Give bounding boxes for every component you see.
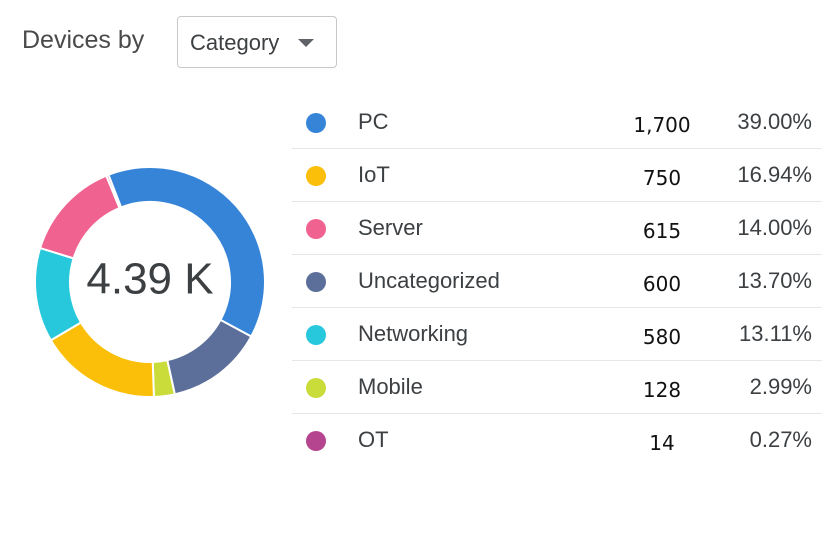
legend: PC 1,700 39.00% IoT 750 16.94% Server 615 14.00%… [292, 96, 822, 467]
legend-percent: 13.11% [739, 321, 812, 346]
legend-count: 14 [649, 431, 675, 455]
legend-swatch [306, 325, 326, 345]
donut-chart: 4.39 K [34, 166, 266, 398]
legend-label: Server [358, 215, 423, 240]
legend-label: OT [358, 427, 389, 452]
donut-slice-iot[interactable] [49, 321, 155, 398]
legend-label: Uncategorized [358, 268, 500, 293]
legend-count: 580 [642, 325, 682, 349]
legend-percent: 39.00% [737, 109, 812, 134]
legend-percent: 13.70% [737, 268, 812, 293]
legend-label: IoT [358, 162, 390, 187]
header-title: Devices by [22, 26, 145, 54]
legend-percent: 16.94% [737, 162, 812, 187]
legend-row-pc[interactable]: PC 1,700 39.00% [292, 96, 822, 149]
legend-swatch [306, 431, 326, 451]
legend-row-networking[interactable]: Networking 580 13.11% [292, 308, 822, 361]
legend-count: 750 [642, 166, 682, 190]
legend-row-ot[interactable]: OT 14 0.27% [292, 414, 822, 467]
legend-count: 128 [642, 378, 682, 402]
legend-percent: 14.00% [737, 215, 812, 240]
chevron-down-icon [298, 39, 314, 47]
donut-slice-ot[interactable] [104, 173, 123, 210]
donut-slice-uncategorized[interactable] [166, 318, 253, 396]
legend-row-mobile[interactable]: Mobile 128 2.99% [292, 361, 822, 414]
donut-slice-networking[interactable] [34, 246, 83, 342]
legend-label: PC [358, 109, 389, 134]
donut-slice-pc[interactable] [107, 166, 266, 338]
dropdown-label: Category [190, 30, 280, 55]
legend-row-iot[interactable]: IoT 750 16.94% [292, 149, 822, 202]
legend-swatch [306, 166, 326, 186]
legend-swatch [306, 378, 326, 398]
donut-slice-server[interactable] [38, 174, 121, 260]
legend-swatch [306, 113, 326, 133]
legend-label: Networking [358, 321, 469, 346]
legend-label: Mobile [358, 374, 423, 399]
category-dropdown[interactable]: Category [177, 16, 337, 68]
legend-swatch [306, 219, 326, 239]
legend-row-uncategorized[interactable]: Uncategorized 600 13.70% [292, 255, 822, 308]
legend-count: 615 [642, 219, 682, 243]
legend-percent: 0.27% [749, 427, 812, 452]
legend-swatch [306, 272, 326, 292]
legend-percent: 2.99% [749, 374, 812, 399]
legend-row-server[interactable]: Server 615 14.00% [292, 202, 822, 255]
legend-count: 600 [642, 272, 682, 296]
legend-count: 1,700 [633, 113, 691, 137]
donut-center-label: 4.39 K [86, 255, 213, 304]
